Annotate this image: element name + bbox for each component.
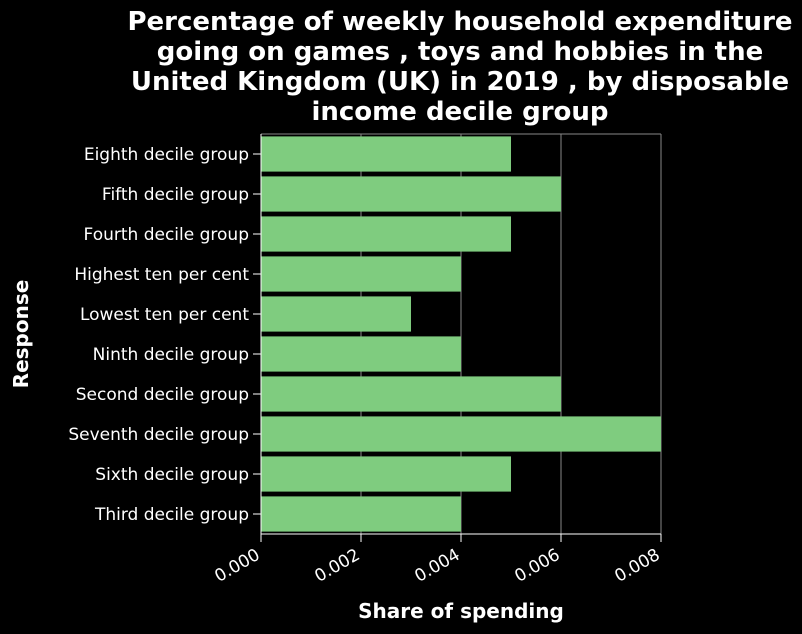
category-label: Lowest ten per cent [80, 305, 249, 325]
category-label: Sixth decile group [95, 465, 249, 485]
y-axis-title: Response [9, 280, 33, 389]
bar [261, 256, 461, 292]
x-tick-label: 0.004 [411, 545, 463, 587]
x-tick-label: 0.000 [211, 545, 263, 587]
chart-title-line-3: United Kingdom (UK) in 2019 , by disposa… [131, 67, 789, 97]
chart-title: Percentage of weekly household expenditu… [127, 7, 792, 127]
bar [261, 176, 561, 212]
bar [261, 336, 461, 372]
category-label: Fifth decile group [102, 185, 249, 205]
chart-title-line-4: income decile group [311, 97, 608, 127]
bar [261, 456, 511, 492]
category-label: Fourth decile group [84, 225, 249, 245]
category-label: Highest ten per cent [74, 265, 249, 285]
category-label: Seventh decile group [68, 425, 249, 445]
category-label: Second decile group [76, 385, 249, 405]
category-label: Ninth decile group [93, 345, 249, 365]
bar [261, 136, 511, 172]
bar [261, 496, 461, 532]
chart-title-line-2: going on games , toys and hobbies in the [157, 37, 764, 67]
x-axis-title: Share of spending [358, 599, 564, 623]
category-label: Eighth decile group [84, 145, 249, 165]
x-tick-label: 0.002 [311, 545, 363, 587]
plot-area: Eighth decile group Fifth decile group Fou… [68, 133, 664, 587]
x-tick-label: 0.008 [611, 545, 663, 587]
bar [261, 296, 411, 332]
bar [261, 216, 511, 252]
bar [261, 416, 661, 452]
bar [261, 376, 561, 412]
chart-title-line-1: Percentage of weekly household expenditu… [127, 7, 792, 37]
category-label: Third decile group [94, 505, 249, 525]
x-tick-label: 0.006 [511, 545, 563, 587]
